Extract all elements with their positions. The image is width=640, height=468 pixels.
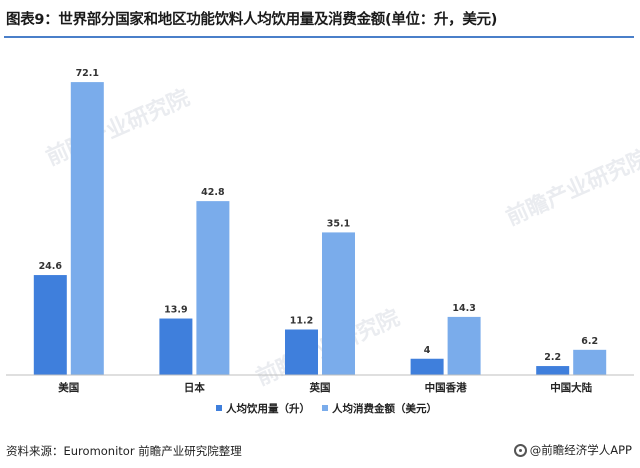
data-label: 4 xyxy=(424,345,431,356)
brand-logo-icon xyxy=(513,443,527,457)
brand-text: @前瞻经济学人APP xyxy=(529,443,632,457)
data-label: 11.2 xyxy=(290,316,313,327)
data-label: 24.6 xyxy=(39,261,63,272)
data-label: 72.1 xyxy=(76,68,99,79)
bar xyxy=(410,358,444,375)
legend-swatch xyxy=(322,405,328,411)
legend-label: 人均消费金额（美元） xyxy=(332,402,437,415)
bar-chart: 24.6 72.1 13.9 42.8 11.2 35.1 4 14.3 2.2 6.2 美国 日本… xyxy=(6,68,634,415)
data-label: 6.2 xyxy=(581,336,598,347)
bar xyxy=(196,201,230,375)
bar xyxy=(33,275,67,375)
x-tick-label: 中国大陆 xyxy=(550,381,592,394)
title-divider xyxy=(4,36,634,38)
bar xyxy=(70,82,104,375)
x-tick-label: 美国 xyxy=(58,381,79,394)
data-label: 14.3 xyxy=(452,303,475,314)
x-tick-label: 日本 xyxy=(184,381,205,394)
bar xyxy=(285,329,318,375)
bar xyxy=(322,232,355,375)
bar xyxy=(159,318,193,375)
bar xyxy=(536,366,570,375)
source-note: 资料来源：Euromonitor 前瞻产业研究院整理 xyxy=(6,444,242,458)
x-tick-label: 中国香港 xyxy=(425,381,467,394)
legend-swatch xyxy=(216,405,222,411)
chart-title: 图表9：世界部分国家和地区功能饮料人均饮用量及消费金额(单位：升，美元) xyxy=(6,12,498,28)
data-label: 2.2 xyxy=(544,352,561,363)
data-label: 42.8 xyxy=(201,187,225,198)
legend-label: 人均饮用量（升） xyxy=(226,402,310,415)
bar xyxy=(573,349,607,375)
data-label: 35.1 xyxy=(327,218,350,229)
data-label: 13.9 xyxy=(164,305,187,316)
x-tick-label: 英国 xyxy=(309,381,331,394)
brand-label: @前瞻经济学人APP xyxy=(513,442,632,458)
bar xyxy=(447,316,481,375)
